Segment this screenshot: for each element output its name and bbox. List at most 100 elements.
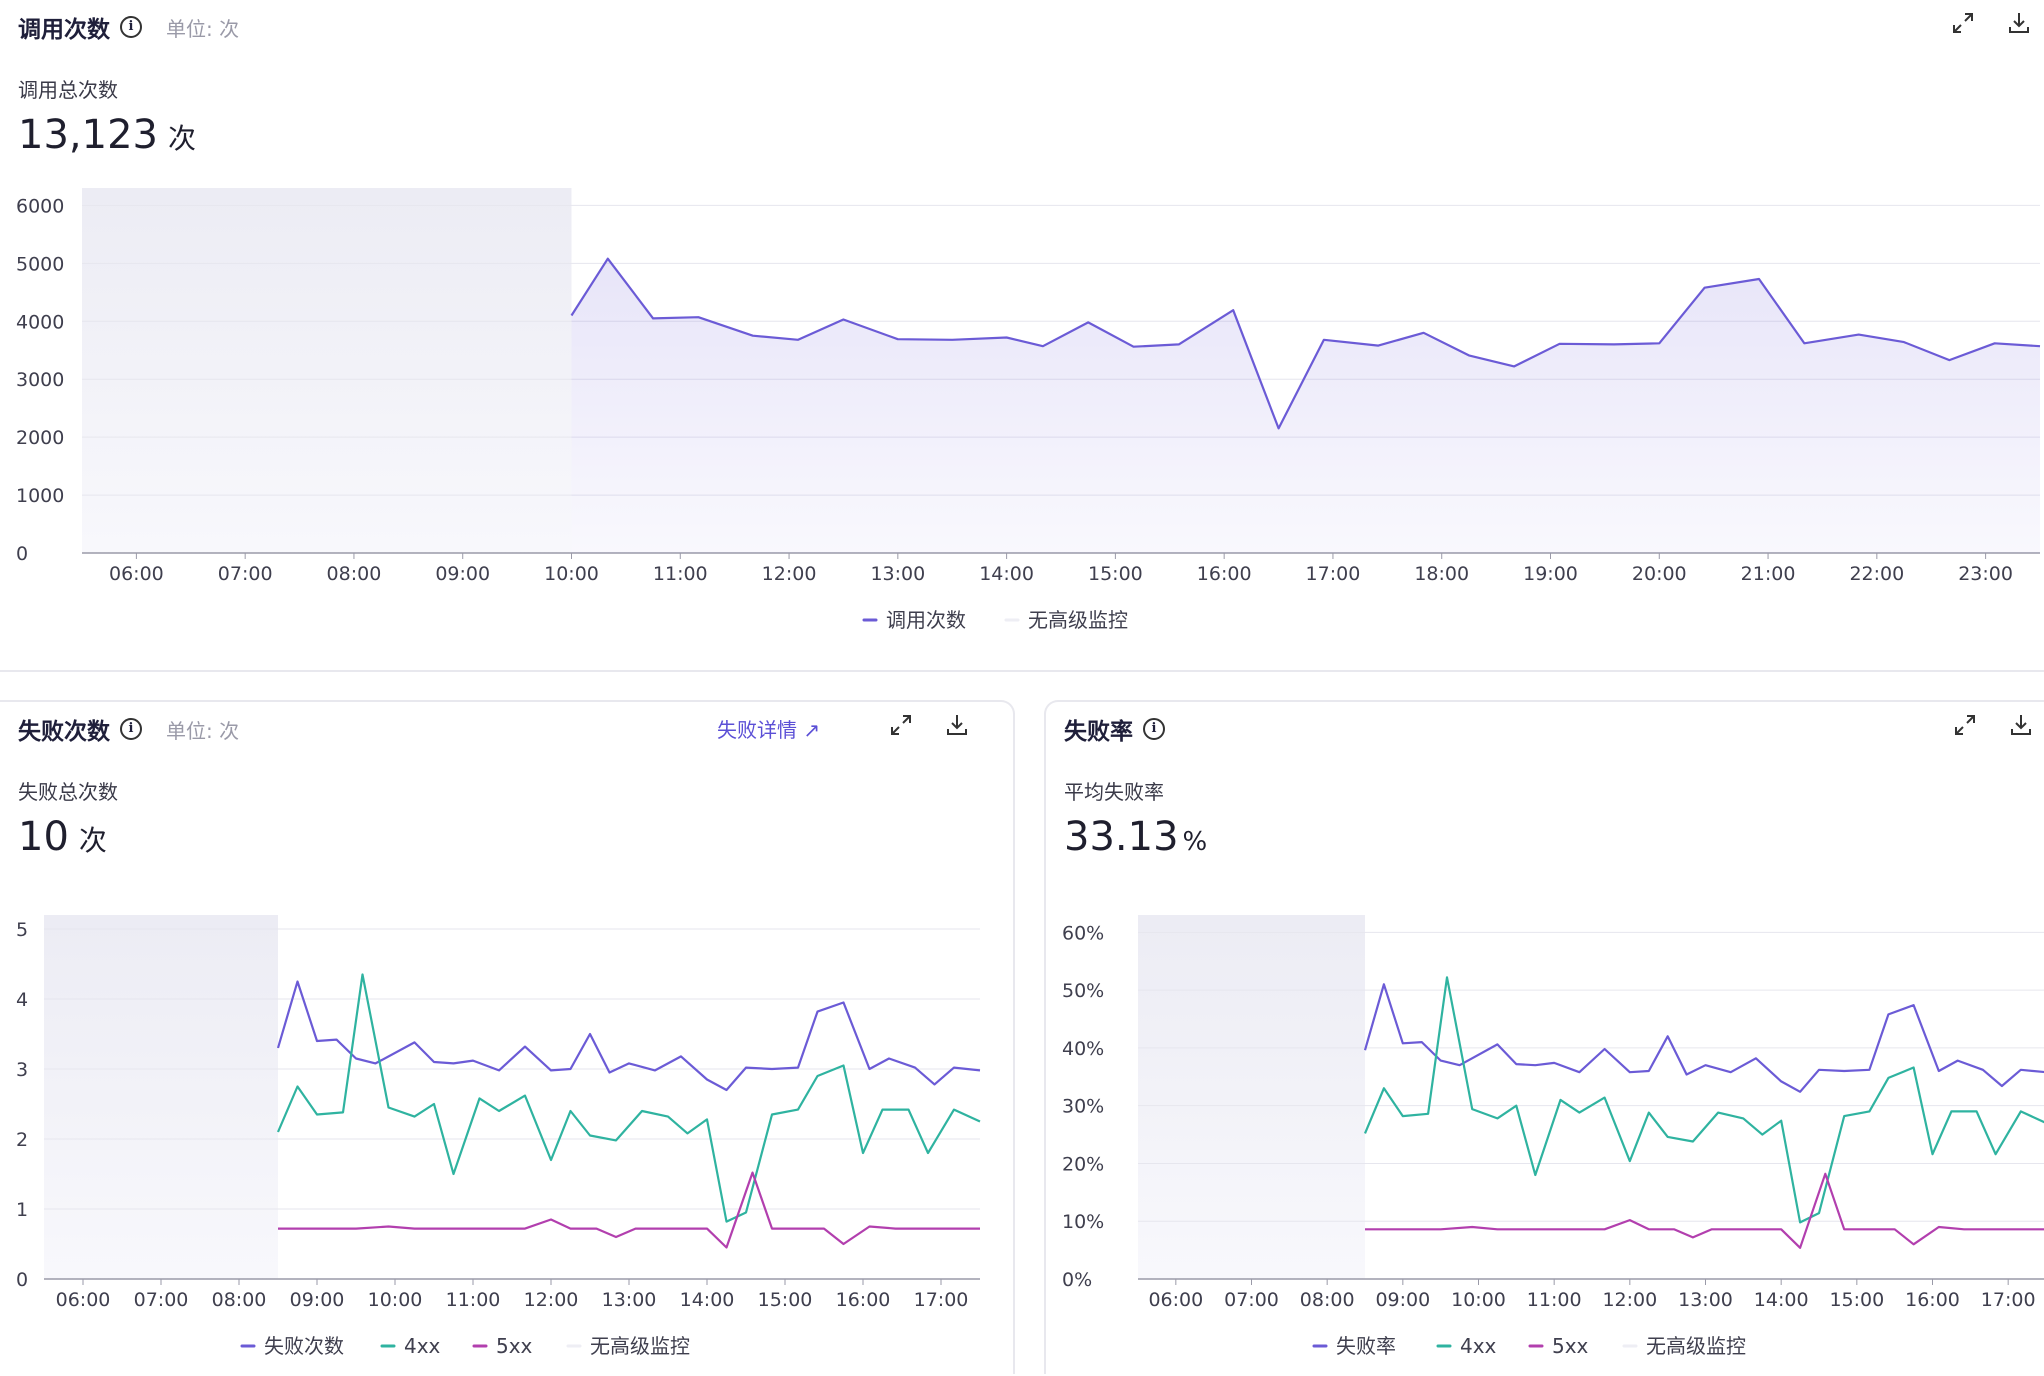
x-tick-label: 09:00 <box>1375 1289 1430 1311</box>
series-line-失败次数 <box>276 980 981 1092</box>
x-tick-label: 11:00 <box>653 563 708 585</box>
failure-count-chart: 0 1 2 3 4 5 06:00 07:00 08:00 09:00 10:00 11:00 12:0… <box>16 915 981 1358</box>
call-count-chart: 0 1000 2000 3000 4000 5000 6000 06:00 07:00 08:00… <box>16 188 2041 632</box>
expand-icon[interactable] <box>888 712 914 738</box>
no-data-region <box>1138 915 1365 1279</box>
x-tick-label: 09:00 <box>290 1289 345 1311</box>
total-value: 10 次 <box>18 814 107 860</box>
failure-rate-chart: 0% 10% 20% 30% 40% 50% 60% 06:00 07:00 08:00 09:00… <box>1062 915 2044 1358</box>
x-tick-label: 14:00 <box>1754 1289 1809 1311</box>
x-tick-label: 22:00 <box>1849 563 1904 585</box>
x-tick-label: 11:00 <box>446 1289 501 1311</box>
x-tick-label: 10:00 <box>368 1289 423 1311</box>
y-tick-label: 2000 <box>16 427 64 449</box>
x-tick-label: 10:00 <box>1451 1289 1506 1311</box>
series-line-4xx <box>276 973 981 1223</box>
failure-detail-label: 失败详情 <box>717 718 797 742</box>
y-tick-label: 1 <box>16 1199 28 1221</box>
y-tick-label: 4000 <box>16 311 64 333</box>
y-tick-label: 1000 <box>16 485 64 507</box>
x-tick-label: 18:00 <box>1414 563 1469 585</box>
x-tick-label: 08:00 <box>212 1289 267 1311</box>
x-tick-label: 12:00 <box>1602 1289 1657 1311</box>
x-tick-label: 16:00 <box>836 1289 891 1311</box>
external-arrow-icon: ↗ <box>803 718 821 742</box>
x-tick-label: 13:00 <box>602 1289 657 1311</box>
download-icon[interactable] <box>2006 10 2032 36</box>
series-line-失败率 <box>1363 983 2044 1093</box>
x-tick-label: 11:00 <box>1527 1289 1582 1311</box>
series-line-调用次数 <box>570 257 2041 430</box>
x-tick-label: 16:00 <box>1905 1289 1960 1311</box>
total-label: 调用总次数 <box>18 78 118 102</box>
failure-detail-link[interactable]: 失败详情 ↗ <box>717 714 820 743</box>
series-line-4xx <box>1363 976 2044 1224</box>
total-value: 13,123 次 <box>18 112 196 158</box>
legend-label: 无高级监控 <box>1028 608 1128 632</box>
failure-rate-panel: 失败率 i 平均失败率 33.13% 0% 10% 20% 30% 40% 50% 60% 0… <box>1044 700 2044 1374</box>
y-tick-label: 3 <box>16 1059 28 1081</box>
total-number: 33.13 <box>1064 814 1179 860</box>
total-unit: 次 <box>78 824 107 857</box>
x-tick-label: 07:00 <box>1224 1289 1279 1311</box>
no-data-region <box>82 188 572 553</box>
total-number: 10 <box>18 814 69 860</box>
x-tick-label: 17:00 <box>1981 1289 2036 1311</box>
y-tick-label: 2 <box>16 1129 28 1151</box>
x-tick-label: 06:00 <box>1148 1289 1203 1311</box>
x-tick-label: 14:00 <box>680 1289 735 1311</box>
expand-icon[interactable] <box>1950 10 1976 36</box>
legend-label: 5xx <box>496 1334 533 1358</box>
panel-title: 失败次数 i 单位: 次 <box>18 712 239 746</box>
y-tick-label: 0% <box>1062 1269 1092 1291</box>
y-tick-label: 0 <box>16 543 28 565</box>
x-tick-label: 14:00 <box>979 563 1034 585</box>
series-line-5xx <box>278 1171 980 1249</box>
y-tick-label: 60% <box>1062 922 1104 944</box>
y-tick-label: 5 <box>16 919 28 941</box>
series-line-5xx <box>1365 1172 2044 1249</box>
info-icon[interactable]: i <box>1143 718 1165 740</box>
x-tick-label: 08:00 <box>327 563 382 585</box>
info-icon[interactable]: i <box>120 16 142 38</box>
x-tick-label: 12:00 <box>762 563 817 585</box>
x-tick-label: 17:00 <box>914 1289 969 1311</box>
toolbar <box>888 712 970 738</box>
call-count-panel: 调用次数 i 单位: 次 调用总次数 13,123 次 0 1000 2000 3000… <box>0 0 2044 672</box>
y-tick-label: 6000 <box>16 195 64 217</box>
expand-icon[interactable] <box>1952 712 1978 738</box>
toolbar <box>1950 10 2032 36</box>
x-tick-label: 16:00 <box>1197 563 1252 585</box>
y-tick-label: 5000 <box>16 253 64 275</box>
x-tick-label: 15:00 <box>758 1289 813 1311</box>
x-tick-label: 13:00 <box>870 563 925 585</box>
total-number: 13,123 <box>18 112 158 158</box>
info-icon[interactable]: i <box>120 718 142 740</box>
x-tick-label: 15:00 <box>1088 563 1143 585</box>
y-tick-label: 20% <box>1062 1153 1104 1175</box>
panel-title: 失败率 i <box>1064 712 1165 746</box>
failure-count-panel: 失败次数 i 单位: 次 失败详情 ↗ 失败总次数 10 次 0 1 2 3 4 5 06:0… <box>0 700 1015 1374</box>
y-tick-label: 40% <box>1062 1038 1104 1060</box>
total-value: 33.13% <box>1064 814 1207 860</box>
y-tick-label: 3000 <box>16 369 64 391</box>
no-data-region <box>44 915 278 1279</box>
x-tick-label: 21:00 <box>1741 563 1796 585</box>
total-label: 失败总次数 <box>18 780 118 804</box>
download-icon[interactable] <box>944 712 970 738</box>
y-tick-label: 0 <box>16 1269 28 1291</box>
legend-label: 调用次数 <box>886 608 966 632</box>
legend-label: 失败率 <box>1336 1334 1396 1358</box>
y-tick-label: 10% <box>1062 1211 1104 1233</box>
unit-label: 单位: 次 <box>166 718 240 743</box>
unit-label: 单位: 次 <box>166 16 240 41</box>
y-tick-label: 50% <box>1062 980 1104 1002</box>
x-tick-label: 10:00 <box>544 563 599 585</box>
panel-title: 调用次数 i 单位: 次 <box>18 10 239 44</box>
failure-count-title: 失败次数 <box>18 719 110 745</box>
total-label: 平均失败率 <box>1064 780 1164 804</box>
x-tick-label: 19:00 <box>1523 563 1578 585</box>
x-tick-label: 20:00 <box>1632 563 1687 585</box>
x-tick-label: 23:00 <box>1958 563 2013 585</box>
download-icon[interactable] <box>2008 712 2034 738</box>
